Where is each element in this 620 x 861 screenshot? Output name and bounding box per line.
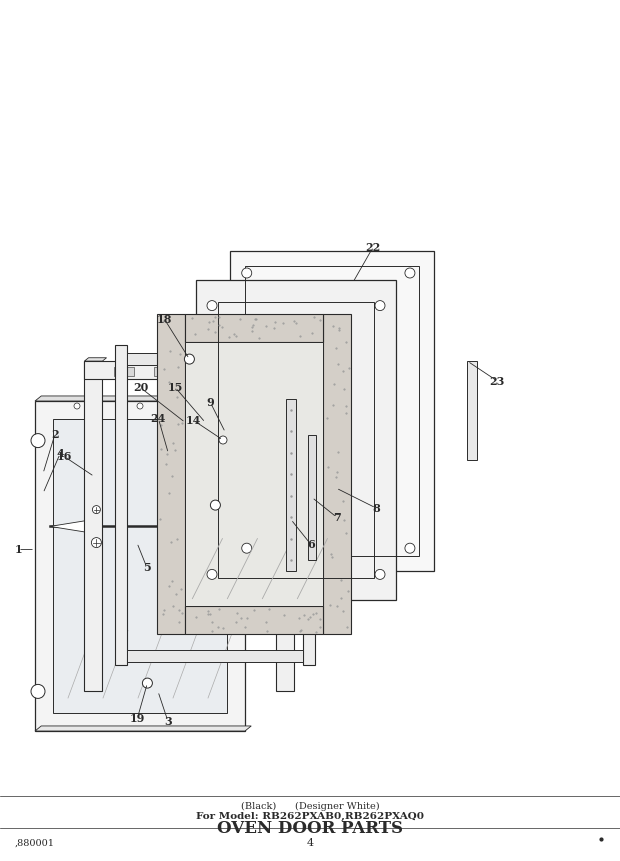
- Polygon shape: [234, 367, 254, 376]
- Polygon shape: [35, 401, 245, 731]
- Text: 20: 20: [133, 382, 148, 393]
- Text: ,880001: ,880001: [15, 839, 55, 847]
- Text: 24: 24: [151, 413, 166, 424]
- Polygon shape: [115, 345, 127, 665]
- Polygon shape: [303, 345, 316, 665]
- Polygon shape: [84, 361, 294, 379]
- Text: 6: 6: [307, 539, 315, 550]
- Text: 18: 18: [157, 313, 172, 325]
- Text: 2: 2: [51, 429, 59, 439]
- Text: 19: 19: [130, 713, 145, 723]
- Polygon shape: [308, 435, 316, 560]
- Polygon shape: [154, 367, 174, 376]
- Text: OVEN DOOR PARTS: OVEN DOOR PARTS: [217, 820, 403, 837]
- Text: 15: 15: [168, 382, 183, 393]
- Text: 5: 5: [143, 562, 151, 573]
- Text: 3: 3: [164, 715, 172, 727]
- Polygon shape: [196, 280, 396, 600]
- Circle shape: [184, 354, 195, 364]
- Circle shape: [91, 537, 102, 548]
- Polygon shape: [127, 353, 303, 365]
- Text: 4: 4: [56, 449, 64, 459]
- Circle shape: [375, 569, 385, 579]
- Circle shape: [219, 436, 227, 444]
- Circle shape: [207, 569, 217, 579]
- Polygon shape: [185, 342, 324, 605]
- Circle shape: [242, 543, 252, 554]
- Circle shape: [375, 300, 385, 311]
- Polygon shape: [185, 605, 324, 634]
- Text: (Black)      (Designer White): (Black) (Designer White): [241, 802, 379, 811]
- Text: 22: 22: [365, 242, 381, 253]
- Polygon shape: [231, 251, 435, 571]
- Polygon shape: [277, 357, 299, 361]
- Circle shape: [405, 543, 415, 554]
- Polygon shape: [84, 357, 107, 361]
- Text: 1: 1: [14, 544, 22, 555]
- Circle shape: [242, 268, 252, 278]
- Circle shape: [200, 403, 206, 409]
- Circle shape: [207, 300, 217, 311]
- Polygon shape: [185, 313, 324, 342]
- Polygon shape: [286, 400, 296, 571]
- Text: For Model: RB262PXAB0,RB262PXAQ0: For Model: RB262PXAB0,RB262PXAQ0: [196, 812, 424, 821]
- Polygon shape: [84, 361, 102, 691]
- Text: 9: 9: [206, 397, 215, 408]
- Circle shape: [143, 678, 153, 688]
- Circle shape: [31, 684, 45, 698]
- Polygon shape: [157, 313, 185, 634]
- Polygon shape: [467, 361, 477, 460]
- Circle shape: [137, 403, 143, 409]
- Circle shape: [74, 403, 80, 409]
- Circle shape: [210, 500, 220, 510]
- Polygon shape: [53, 419, 227, 713]
- Polygon shape: [195, 367, 215, 376]
- Circle shape: [31, 434, 45, 448]
- Text: 23: 23: [490, 375, 505, 387]
- Text: 4: 4: [306, 838, 314, 848]
- Circle shape: [92, 505, 100, 514]
- Polygon shape: [115, 367, 135, 376]
- Polygon shape: [277, 361, 294, 691]
- Polygon shape: [35, 726, 251, 731]
- Polygon shape: [324, 313, 352, 634]
- Circle shape: [405, 268, 415, 278]
- Text: 14: 14: [185, 414, 201, 425]
- Text: 7: 7: [333, 511, 340, 523]
- Polygon shape: [127, 650, 303, 662]
- Polygon shape: [50, 518, 100, 535]
- Polygon shape: [35, 396, 251, 401]
- Text: 8: 8: [372, 503, 380, 513]
- Text: 16: 16: [56, 451, 72, 462]
